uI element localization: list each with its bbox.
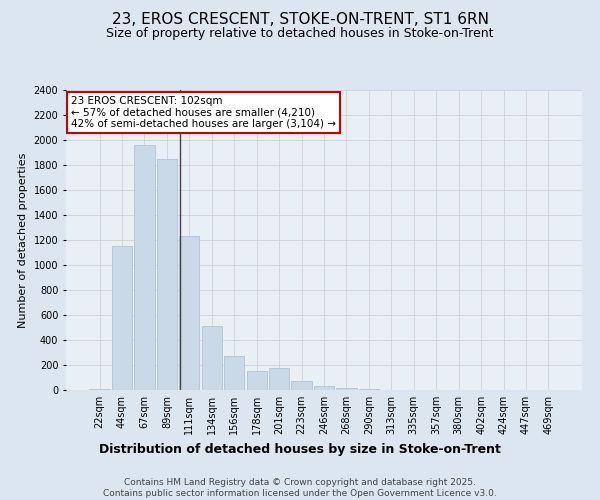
Bar — [112, 246, 132, 390]
Bar — [202, 326, 222, 390]
Bar — [269, 368, 289, 390]
Text: Contains HM Land Registry data © Crown copyright and database right 2025.
Contai: Contains HM Land Registry data © Crown c… — [103, 478, 497, 498]
Bar — [157, 160, 177, 390]
Bar — [314, 386, 334, 390]
Bar — [247, 371, 267, 390]
Bar — [179, 236, 199, 390]
Bar — [224, 356, 244, 390]
Text: Size of property relative to detached houses in Stoke-on-Trent: Size of property relative to detached ho… — [106, 28, 494, 40]
Text: 23 EROS CRESCENT: 102sqm
← 57% of detached houses are smaller (4,210)
42% of sem: 23 EROS CRESCENT: 102sqm ← 57% of detach… — [71, 96, 336, 129]
Y-axis label: Number of detached properties: Number of detached properties — [18, 152, 28, 328]
Bar — [337, 388, 356, 390]
Text: 23, EROS CRESCENT, STOKE-ON-TRENT, ST1 6RN: 23, EROS CRESCENT, STOKE-ON-TRENT, ST1 6… — [112, 12, 488, 28]
Text: Distribution of detached houses by size in Stoke-on-Trent: Distribution of detached houses by size … — [99, 442, 501, 456]
Bar — [134, 145, 155, 390]
Bar — [292, 381, 311, 390]
